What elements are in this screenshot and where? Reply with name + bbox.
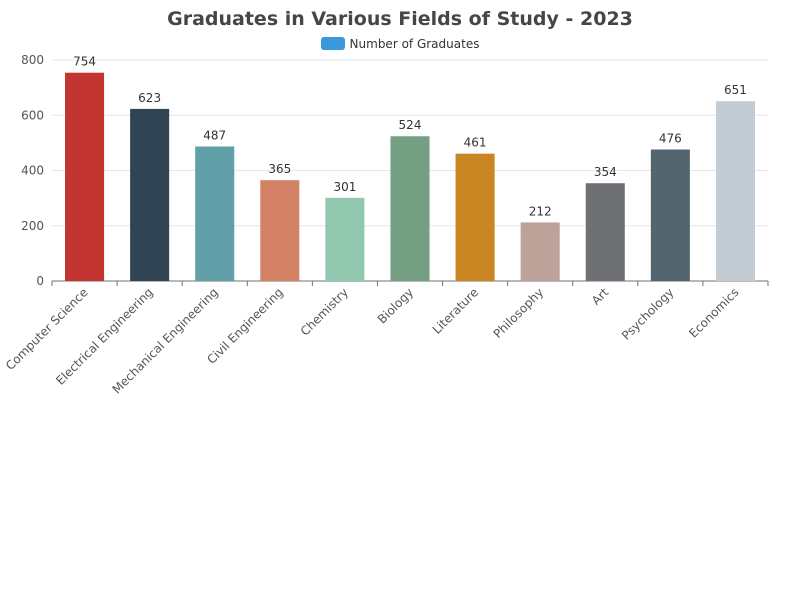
y-tick-label: 400 (21, 164, 44, 178)
x-tick-label: Art (589, 285, 612, 308)
bars (65, 72, 755, 282)
data-label: 524 (399, 118, 422, 132)
x-tick-label: Psychology (619, 285, 677, 343)
data-label: 212 (529, 204, 552, 218)
bar[interactable] (195, 146, 235, 281)
bar[interactable] (260, 180, 300, 281)
data-label: 301 (333, 180, 356, 194)
data-label: 623 (138, 91, 161, 105)
bar[interactable] (325, 197, 365, 281)
data-label: 354 (594, 165, 617, 179)
x-tick-label: Mechanical Engineering (110, 285, 221, 396)
legend[interactable]: Number of Graduates (0, 37, 800, 51)
x-tick-label: Chemistry (298, 285, 351, 338)
axes (51, 280, 769, 286)
x-tick-label: Economics (686, 285, 741, 340)
y-tick-label: 0 (36, 274, 44, 288)
bar[interactable] (585, 183, 625, 281)
legend-swatch (320, 37, 345, 50)
bar[interactable] (455, 153, 495, 281)
bar[interactable] (650, 149, 690, 281)
y-tick-label: 200 (21, 219, 44, 233)
x-tick-label: Philosophy (491, 285, 547, 341)
bar[interactable] (715, 101, 755, 281)
data-label: 651 (724, 83, 747, 97)
x-tick-label: Literature (430, 285, 481, 336)
data-label: 476 (659, 132, 682, 146)
y-tick-label: 600 (21, 108, 44, 122)
bar[interactable] (520, 222, 560, 281)
data-label: 754 (73, 55, 96, 69)
bar[interactable] (390, 136, 430, 281)
legend-label: Number of Graduates (349, 37, 480, 51)
data-label: 487 (203, 128, 226, 142)
x-tick-label: Biology (375, 285, 416, 326)
chart-title: Graduates in Various Fields of Study - 2… (167, 8, 633, 30)
bar[interactable] (130, 108, 170, 282)
data-label: 461 (464, 136, 487, 150)
y-tick-label: 800 (21, 53, 44, 67)
bar[interactable] (65, 72, 105, 282)
data-label: 365 (268, 162, 291, 176)
